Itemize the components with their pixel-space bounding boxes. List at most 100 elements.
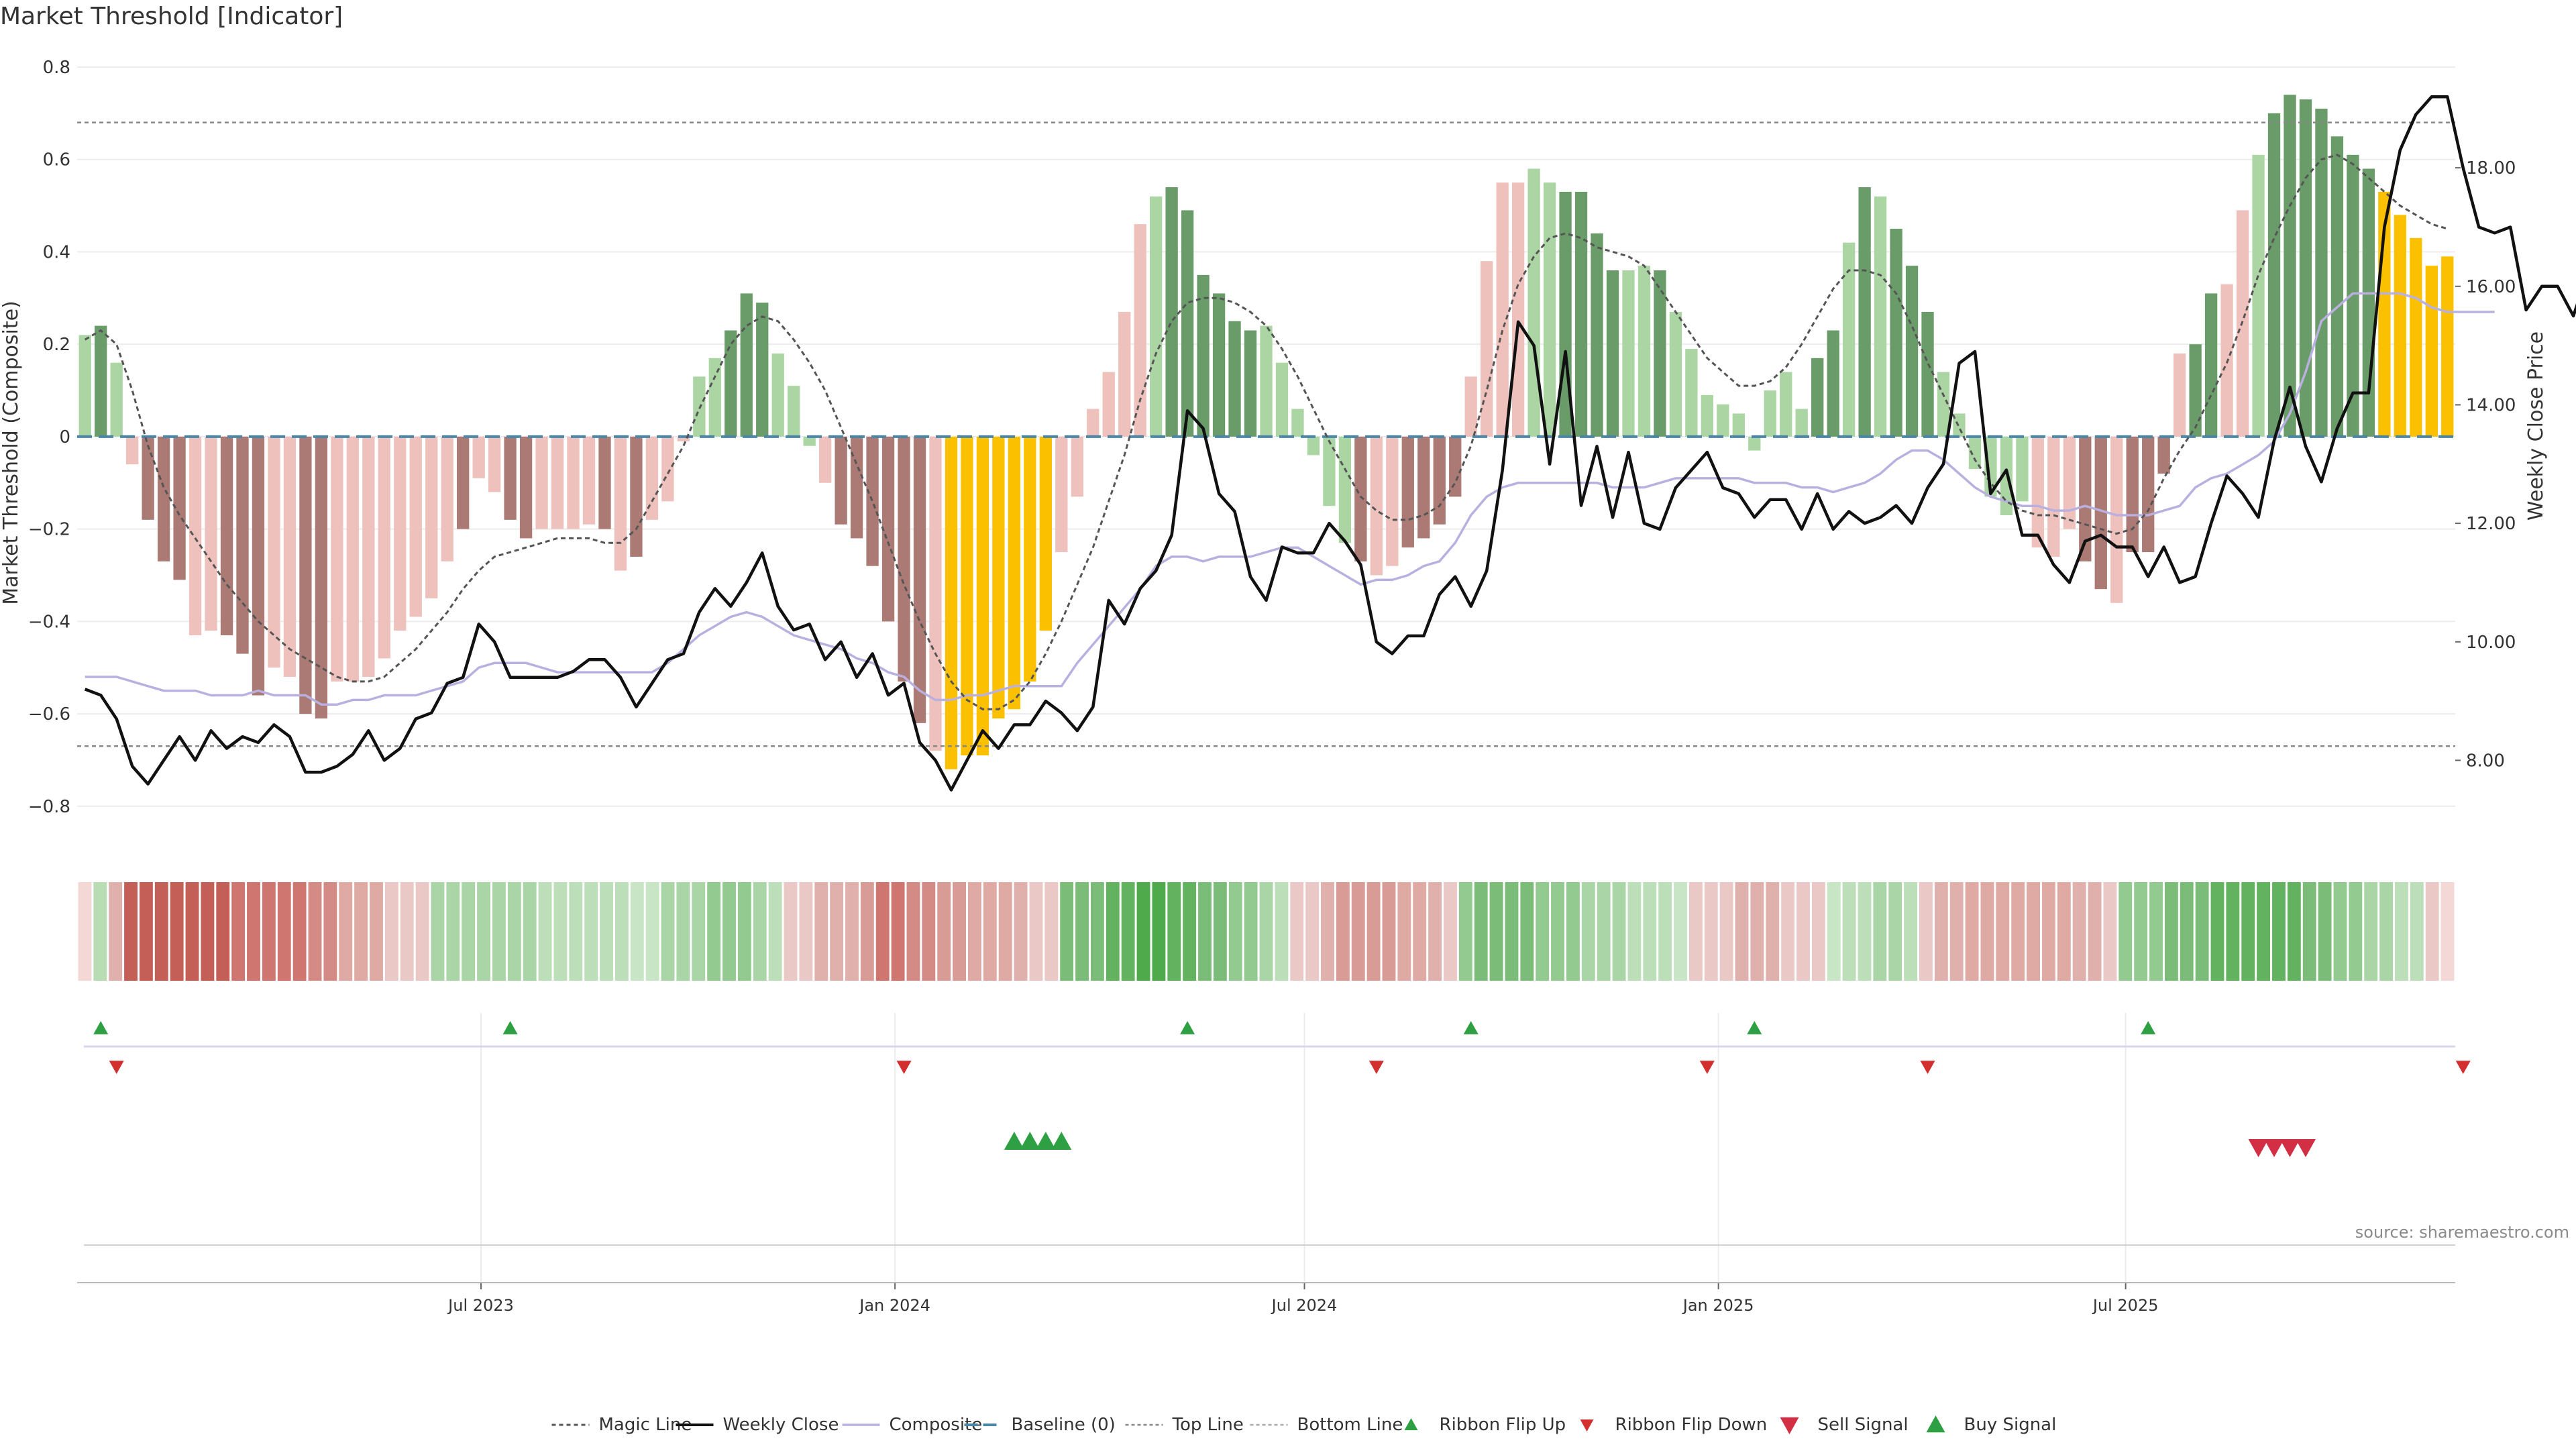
chart-title: Market Threshold [Indicator] <box>0 3 343 30</box>
composite-bar <box>2284 95 2296 437</box>
ribbon-cell <box>1351 882 1365 981</box>
ribbon-cell <box>292 882 307 981</box>
composite-bar <box>1401 436 1414 548</box>
ribbon-cell <box>1044 882 1059 981</box>
composite-bar <box>2252 154 2265 437</box>
composite-bar <box>1024 436 1036 682</box>
ribbon-cell <box>845 882 859 981</box>
sell-signal-marker <box>2264 1139 2285 1157</box>
ribbon-flip-up-marker <box>502 1021 518 1034</box>
composite-bar <box>2410 237 2422 437</box>
ribbon-cell <box>2072 882 2086 981</box>
ribbon-cell <box>983 882 997 981</box>
ribbon-cell <box>2395 882 2408 981</box>
ribbon-cell <box>614 882 629 981</box>
composite-bar <box>2441 256 2454 437</box>
y-left-axis-label: Market Threshold (Composite) <box>0 301 23 605</box>
composite-bar <box>441 436 453 561</box>
legend-item: Ribbon Flip Up <box>1404 1415 1566 1435</box>
ribbon-cell <box>998 882 1012 981</box>
ribbon-cell <box>737 882 751 981</box>
ribbon-cell <box>2379 882 2394 981</box>
signals-panel <box>84 1021 2471 1246</box>
y-right-tick-label: 18.00 <box>2466 158 2516 178</box>
buy-signal-marker <box>1035 1132 1056 1150</box>
composite-bar <box>1338 436 1352 543</box>
composite-bar <box>788 386 800 437</box>
composite-bar <box>992 436 1005 718</box>
ribbon-cell <box>722 882 736 981</box>
composite-bar <box>488 436 501 492</box>
ribbon-cell <box>1996 882 2010 981</box>
ribbon-cell <box>1290 882 1304 981</box>
composite-bar <box>1496 182 1509 437</box>
composite-bar <box>2110 436 2123 603</box>
composite-bar <box>378 436 390 659</box>
ribbon-cell <box>1520 882 1534 981</box>
ribbon-flip-down-marker <box>1699 1061 1715 1074</box>
ribbon-cell <box>2287 882 2301 981</box>
ribbon-cell <box>2180 882 2194 981</box>
composite-bar <box>1181 210 1194 437</box>
x-tick-label: Jul 2023 <box>447 1296 514 1315</box>
ribbon-cell <box>1980 882 1994 981</box>
source-note: source: sharemaestro.com <box>2355 1223 2569 1242</box>
ribbon-cell <box>1458 882 1472 981</box>
ribbon-cell <box>707 882 721 981</box>
ribbon-cell <box>2349 882 2363 981</box>
composite-bar <box>740 293 753 437</box>
composite-bar <box>1307 436 1320 455</box>
ribbon-cell <box>1474 882 1488 981</box>
ribbon-cell <box>354 882 368 981</box>
composite-bar <box>1654 270 1666 437</box>
composite-bar <box>630 436 643 557</box>
ribbon-cell <box>1735 882 1749 981</box>
composite-bar <box>2347 154 2359 437</box>
sell-signal-marker <box>2279 1139 2300 1157</box>
ribbon-cell <box>1244 882 1258 981</box>
ribbon-cell <box>2088 882 2102 981</box>
ribbon-flip-up-marker <box>1463 1021 1479 1034</box>
weekly-close-line <box>84 95 2576 792</box>
ribbon-cell <box>2333 882 2347 981</box>
ribbon-cell <box>1366 882 1381 981</box>
ribbon-cell <box>1259 882 1273 981</box>
composite-bar <box>771 353 784 437</box>
composite-bar <box>1638 266 1651 437</box>
ribbon-cell <box>1060 882 1074 981</box>
composite-bar <box>1511 182 1525 437</box>
legend: Magic Line Weekly Close Composite Baseline … <box>551 1415 2056 1435</box>
legend-label: Ribbon Flip Up <box>1440 1415 1566 1435</box>
composite-bar <box>157 436 170 561</box>
composite-bar <box>1606 270 1619 437</box>
ribbon-cell <box>201 882 215 981</box>
composite-bar <box>268 436 280 668</box>
ribbon-cell <box>1597 882 1611 981</box>
reference-lines-layer <box>77 121 2455 747</box>
composite-bar <box>2094 436 2107 590</box>
legend-item: Bottom Line <box>1250 1415 1403 1435</box>
legend-swatch <box>1404 1418 1418 1430</box>
composite-bar <box>1874 196 1887 437</box>
ribbon-cell <box>1658 882 1672 981</box>
composite-bar <box>1748 436 1761 451</box>
ribbon-cell <box>692 882 706 981</box>
composite-bar <box>472 436 485 478</box>
composite-bar <box>519 436 533 539</box>
composite-bar <box>818 436 832 483</box>
ribbon-cell <box>2318 882 2332 981</box>
ribbon-cell <box>784 882 798 981</box>
sell-signal-marker <box>2295 1139 2316 1157</box>
composite-bar <box>1417 436 1430 539</box>
axes-layer: 0.8 0.6 0.4 0.2 0 −0.2 −0.4 −0.6 −0.8 18.00 16.00 1… <box>0 58 2548 1315</box>
ribbon-cell <box>109 882 123 981</box>
ribbon-cell <box>1305 882 1320 981</box>
ribbon-flip-up-marker <box>2141 1021 2156 1034</box>
ribbon-cell <box>1029 882 1043 981</box>
legend-label: Sell Signal <box>1818 1415 1909 1435</box>
ribbon-flip-up-marker <box>1747 1021 1762 1034</box>
ribbon-cell <box>906 882 920 981</box>
ribbon-cell <box>2041 882 2055 981</box>
composite-bar <box>1071 436 1083 497</box>
composite-bar <box>551 436 564 529</box>
